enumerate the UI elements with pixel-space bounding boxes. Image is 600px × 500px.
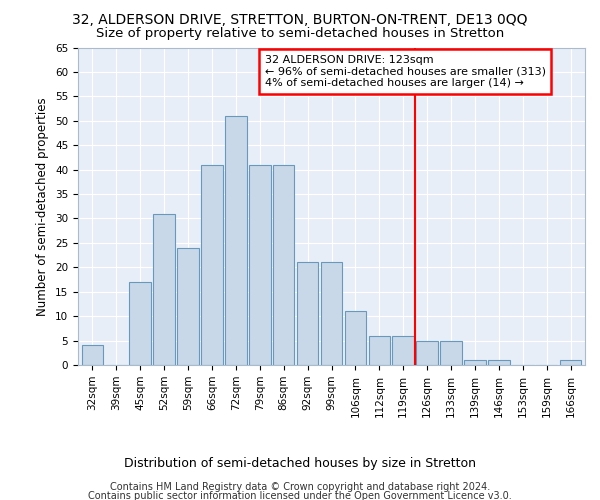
Bar — [321, 262, 342, 365]
Text: 32, ALDERSON DRIVE, STRETTON, BURTON-ON-TRENT, DE13 0QQ: 32, ALDERSON DRIVE, STRETTON, BURTON-ON-… — [72, 12, 528, 26]
Text: 32 ALDERSON DRIVE: 123sqm
← 96% of semi-detached houses are smaller (313)
4% of : 32 ALDERSON DRIVE: 123sqm ← 96% of semi-… — [265, 55, 545, 88]
Text: Contains public sector information licensed under the Open Government Licence v3: Contains public sector information licen… — [88, 491, 512, 500]
Y-axis label: Number of semi-detached properties: Number of semi-detached properties — [37, 97, 49, 316]
Bar — [82, 346, 103, 365]
Bar — [225, 116, 247, 365]
Bar — [130, 282, 151, 365]
Bar — [154, 214, 175, 365]
Text: Size of property relative to semi-detached houses in Stretton: Size of property relative to semi-detach… — [96, 28, 504, 40]
Bar — [177, 248, 199, 365]
Bar — [344, 312, 366, 365]
Bar — [488, 360, 509, 365]
Bar — [560, 360, 581, 365]
Bar — [273, 164, 295, 365]
Bar — [416, 340, 438, 365]
Bar — [464, 360, 486, 365]
Bar — [249, 164, 271, 365]
Bar — [392, 336, 414, 365]
Text: Contains HM Land Registry data © Crown copyright and database right 2024.: Contains HM Land Registry data © Crown c… — [110, 482, 490, 492]
Bar — [368, 336, 390, 365]
Bar — [297, 262, 319, 365]
Bar — [201, 164, 223, 365]
Text: Distribution of semi-detached houses by size in Stretton: Distribution of semi-detached houses by … — [124, 458, 476, 470]
Bar — [440, 340, 462, 365]
